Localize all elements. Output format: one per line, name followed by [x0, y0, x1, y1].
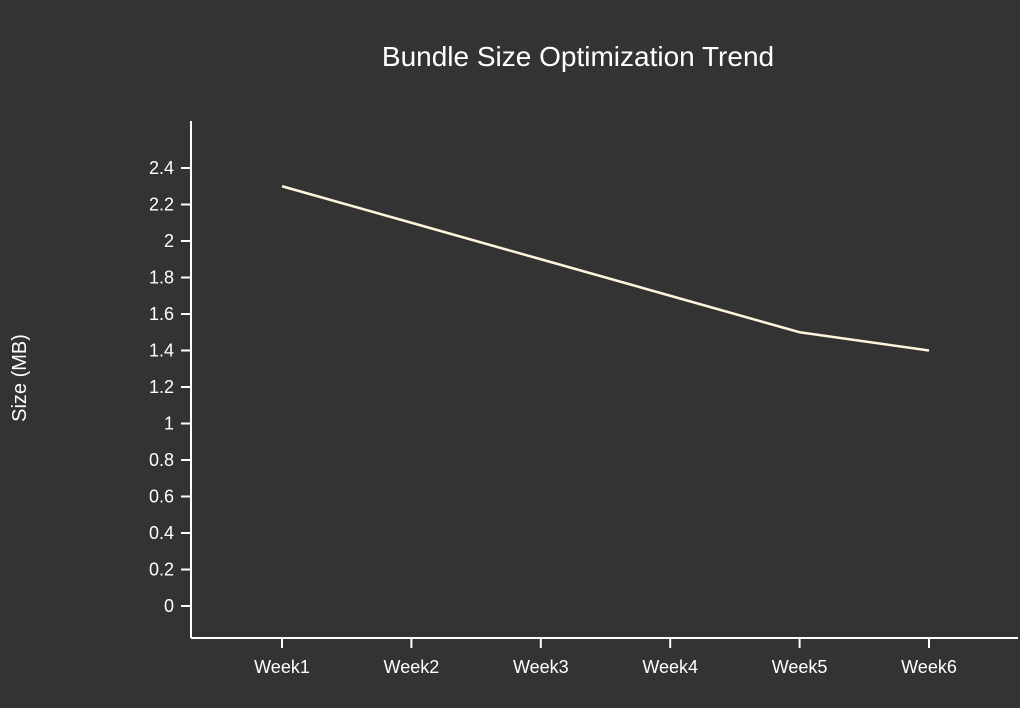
y-tick-label: 2: [164, 231, 174, 251]
chart-title: Bundle Size Optimization Trend: [382, 41, 774, 72]
series-group: [281, 185, 930, 352]
y-tick-label: 1: [164, 414, 174, 434]
x-tick-label: Week4: [642, 657, 698, 677]
series-line: [281, 185, 930, 352]
x-tick-label: Week6: [901, 657, 957, 677]
x-tick-label: Week5: [772, 657, 828, 677]
y-tick-label: 0.2: [149, 560, 174, 580]
y-tick-label: 0.8: [149, 450, 174, 470]
y-tick-label: 0.4: [149, 523, 174, 543]
y-tick-label: 1.4: [149, 341, 174, 361]
y-axis-label: Size (MB): [9, 334, 31, 422]
y-tick-label: 1.6: [149, 304, 174, 324]
y-tick-label: 1.2: [149, 377, 174, 397]
x-tick-label: Week1: [254, 657, 310, 677]
x-axis-ticks: Week1 Week2 Week3 Week4 Week5 Week6: [254, 638, 957, 677]
y-tick-label: 0.6: [149, 487, 174, 507]
y-tick-label: 2.4: [149, 158, 174, 178]
y-tick-label: 1.8: [149, 268, 174, 288]
y-tick-label: 0: [164, 596, 174, 616]
y-tick-label: 2.2: [149, 195, 174, 215]
x-tick-label: Week2: [384, 657, 440, 677]
y-axis-ticks: 0 0.2 0.4 0.6 0.8 1 1.2 1.4 1.6 1.8 2 2.2 2.4: [149, 158, 191, 616]
x-tick-label: Week3: [513, 657, 569, 677]
